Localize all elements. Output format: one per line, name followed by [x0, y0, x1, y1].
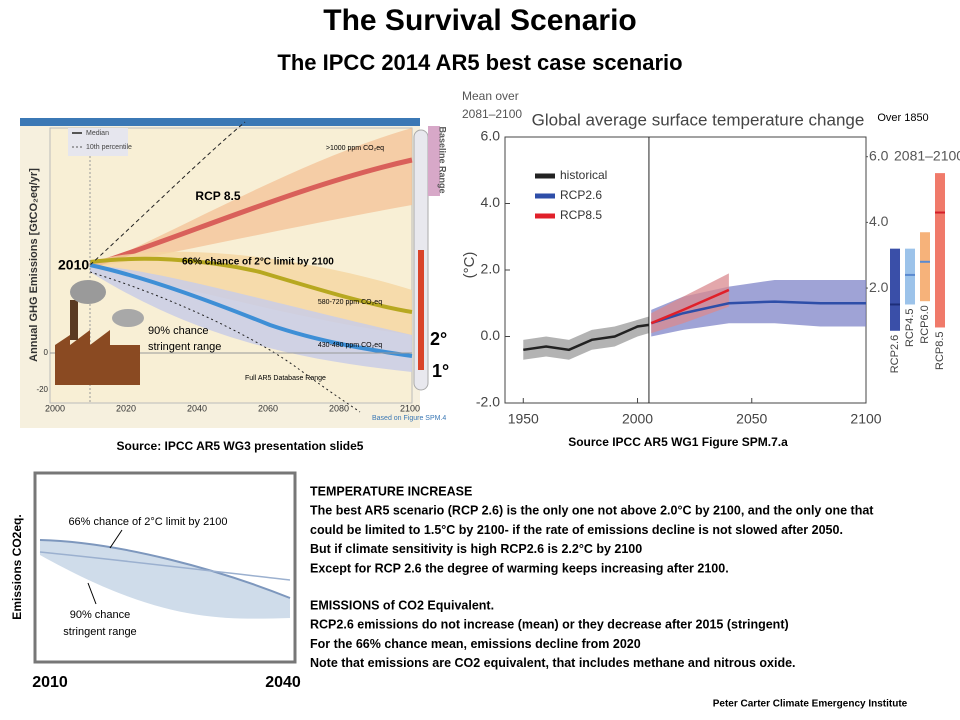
label: 1°	[432, 361, 449, 381]
series-line	[650, 300, 866, 325]
footer: Peter Carter Climate Emergency Institute	[713, 699, 908, 710]
x-tick-label: 2100	[400, 403, 420, 413]
rcp85-line	[89, 157, 413, 269]
x-label: 2010	[32, 674, 68, 691]
text-line: But if climate sensitivity is high RCP2.…	[310, 542, 642, 556]
baseline-bar	[428, 126, 440, 196]
bar-label: RCP4.5	[904, 308, 916, 347]
y-tick-label: 6.0	[481, 128, 501, 144]
bar-label: RCP6.0	[919, 305, 931, 344]
x-tick-label: 1950	[508, 411, 539, 427]
label: 66% chance of 2°C limit by 2100	[68, 516, 227, 528]
legend-label: 10th percentile	[86, 144, 132, 151]
rcp85-band	[90, 128, 412, 268]
mid-line	[89, 256, 413, 314]
series-line	[650, 288, 730, 325]
upper-dashed	[89, 121, 246, 266]
y2-tick-label: 2.0	[869, 279, 889, 295]
x-tick-label: 2060	[258, 403, 278, 413]
text-line: RCP2.6 emissions do not increase (mean) …	[310, 618, 789, 632]
label: 90% chance	[148, 325, 209, 337]
title: The Survival Scenario	[323, 4, 636, 37]
text-line: could be limited to 1.5°C by 2100- if th…	[310, 523, 843, 537]
range-bar	[890, 248, 900, 331]
text-line: EMISSIONS of CO2 Equivalent.	[310, 598, 494, 612]
series-line	[523, 323, 650, 352]
y-tick-label: -20	[36, 385, 48, 394]
x-tick-label: 2000	[45, 403, 65, 413]
label: RCP 8.5	[195, 189, 240, 203]
figure-top-band	[20, 118, 420, 126]
label: Baseline Range	[438, 126, 448, 193]
y-tick-label: 0	[44, 348, 49, 357]
chimney	[70, 300, 78, 340]
text-line: TEMPERATURE INCREASE	[310, 484, 472, 498]
text-line: Note that emissions are CO2 equivalent, …	[310, 656, 796, 670]
mid-band	[90, 251, 412, 335]
text-line: Except for RCP 2.6 the degree of warming…	[310, 561, 729, 575]
label: stringent range	[148, 341, 221, 353]
x-tick-label: 2020	[116, 403, 136, 413]
emissions-figure	[20, 118, 440, 428]
label: Based on Figure SPM.4	[372, 415, 446, 422]
label: stringent range	[63, 626, 136, 638]
chart-title: Global average surface temperature chang…	[532, 110, 865, 129]
corner-note: Mean over	[462, 89, 519, 103]
x-tick-label: 2080	[329, 403, 349, 413]
y-axis-label: (°C)	[461, 252, 478, 279]
factory-icon	[55, 330, 140, 385]
x-tick-label: 2000	[622, 411, 653, 427]
corner-note: 2081–2100	[462, 107, 522, 121]
y-axis-label: Annual GHG Emissions [GtCO₂eq/yr]	[28, 168, 40, 362]
y-axis-label: Emissions CO2eq.	[10, 514, 24, 619]
label: >1000 ppm CO₂eq	[326, 145, 384, 152]
legend-label: historical	[560, 168, 607, 182]
arrow	[109, 529, 123, 549]
subtitle: The IPCC 2014 AR5 best case scenario	[277, 50, 682, 75]
label: 580-720 ppm CO₂eq	[318, 299, 382, 306]
legend-label: RCP2.6	[560, 188, 602, 202]
label: 2010	[58, 257, 89, 273]
inset-band	[40, 540, 290, 619]
label: 66% chance of 2°C limit by 2100	[182, 257, 334, 268]
label: 430-480 ppm CO₂eq	[318, 342, 382, 349]
y2-tick-label: 4.0	[869, 213, 889, 229]
arrow	[87, 582, 97, 605]
y-tick-label: 4.0	[481, 194, 501, 210]
x-tick-label: 2040	[187, 403, 207, 413]
range-bar	[920, 232, 930, 302]
smoke	[112, 309, 144, 327]
y-tick-label: 2.0	[481, 261, 501, 277]
lower-dotted	[89, 271, 361, 413]
x-tick-label: 2050	[736, 411, 767, 427]
inset-upper	[39, 539, 291, 599]
range-bar	[905, 248, 915, 305]
caption: Source: IPCC AR5 WG3 presentation slide5	[117, 439, 364, 453]
low-line	[89, 263, 413, 358]
x-tick-label: 2100	[850, 411, 881, 427]
inset	[33, 471, 297, 664]
legend-label: RCP8.5	[560, 208, 602, 222]
bar-label: RCP8.5	[934, 331, 946, 370]
text-line: For the 66% chance mean, emissions decli…	[310, 637, 641, 651]
y2-tick-label: 6.0	[869, 147, 889, 163]
legend-label: Median	[86, 130, 109, 137]
text-line: The best AR5 scenario (RCP 2.6) is the o…	[310, 504, 874, 518]
y-tick-label: 0.0	[481, 327, 501, 343]
caption: Source IPCC AR5 WG1 Figure SPM.7.a	[568, 435, 788, 449]
smoke	[70, 280, 106, 304]
inset-mid	[39, 551, 291, 581]
bar-label: RCP2.6	[889, 335, 901, 374]
y2-note: 2081–2100	[894, 147, 960, 163]
label: Full AR5 Database Range	[245, 375, 326, 382]
right-note: Over 1850	[877, 112, 928, 124]
label: 90% chance	[70, 609, 131, 621]
range-bar	[935, 173, 945, 328]
label: 2°	[430, 329, 447, 349]
x-label: 2040	[265, 674, 301, 691]
y-tick-label: -2.0	[476, 394, 500, 410]
thermometer-fill	[418, 250, 424, 370]
